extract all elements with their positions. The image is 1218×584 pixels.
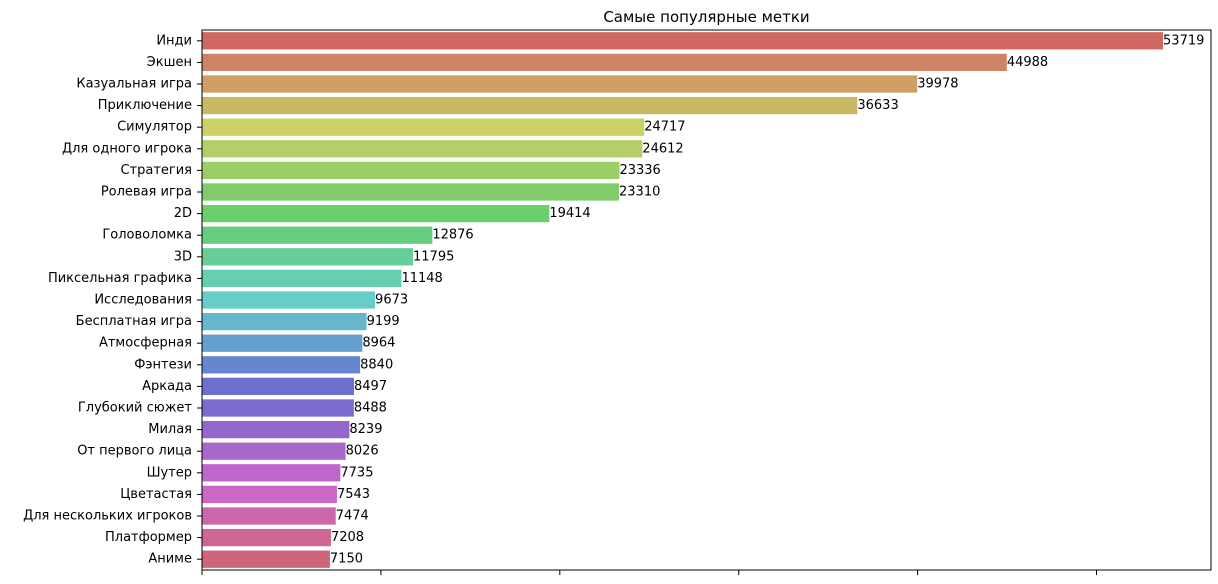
bar: [202, 96, 858, 115]
chart-title: Самые популярные метки: [603, 8, 809, 26]
category-label: 2D: [174, 206, 192, 221]
category-label: Для нескольких игроков: [23, 509, 192, 524]
value-label: 36633: [857, 98, 898, 113]
bar: [202, 183, 620, 201]
bar: [202, 248, 414, 266]
bar: [202, 550, 330, 568]
category-label: Для одного игрока: [62, 141, 192, 156]
value-label: 7150: [330, 552, 363, 567]
value-label: 12876: [432, 228, 473, 243]
bar: [202, 226, 433, 244]
category-label: Пиксельная графика: [48, 271, 192, 286]
value-label: 9673: [375, 293, 408, 308]
bar: [202, 204, 550, 223]
bar: [202, 32, 1164, 50]
category-label: Симулятор: [117, 120, 192, 135]
value-label: 24612: [642, 141, 683, 156]
value-label: 8026: [346, 444, 379, 459]
category-label: Платформер: [105, 530, 192, 545]
value-label: 8239: [349, 422, 382, 437]
value-labels: 53719 44988 39978 36633 24717 24612 23336 23310…: [330, 33, 1204, 566]
bar: [202, 377, 355, 396]
plot-frame: [201, 29, 1212, 571]
value-label: 11795: [413, 249, 454, 264]
category-label: Стратегия: [120, 163, 192, 178]
bar: [202, 399, 354, 417]
bar: [202, 118, 645, 136]
value-label: 7735: [340, 465, 373, 480]
category-label: Шутер: [147, 465, 192, 480]
bar: [202, 269, 402, 288]
category-label: 3D: [174, 249, 192, 264]
category-label: Казуальная игра: [76, 77, 192, 92]
category-label: Бесплатная игра: [76, 314, 192, 329]
category-label: Милая: [148, 422, 192, 437]
bar: [202, 161, 620, 180]
bar: [202, 420, 350, 439]
bar: [202, 356, 361, 374]
category-label: Приключение: [98, 98, 192, 113]
bar: [202, 507, 336, 525]
value-label: 8497: [354, 379, 387, 394]
bar: [202, 312, 367, 331]
bar: [202, 334, 363, 352]
category-label: Глубокий сюжет: [78, 401, 193, 416]
value-label: 8840: [360, 357, 393, 372]
value-label: 23310: [619, 185, 660, 200]
bar: [202, 291, 376, 309]
category-label: Атмосферная: [99, 336, 192, 351]
category-labels: Инди Экшен Казуальная игра Приключение Симул…: [23, 33, 202, 567]
value-label: 23336: [619, 163, 660, 178]
category-label: От первого лица: [77, 444, 192, 459]
bar: [202, 140, 643, 158]
axes-frame: [201, 29, 1212, 571]
bar: [202, 485, 337, 504]
bar: [202, 75, 918, 93]
bars-layer: [202, 32, 1164, 568]
bar: [202, 528, 331, 547]
category-label: Аниме: [148, 552, 192, 567]
value-label: 9199: [367, 314, 400, 329]
category-label: Фэнтези: [134, 357, 192, 372]
value-label: 7474: [336, 509, 369, 524]
value-label: 24717: [644, 120, 685, 135]
category-label: Цветастая: [120, 487, 192, 502]
bar: [202, 53, 1007, 72]
bar: [202, 464, 341, 482]
value-label: 44988: [1007, 55, 1048, 70]
category-label: Ролевая игра: [101, 185, 192, 200]
x-axis-ticks: [201, 570, 1098, 575]
category-label: Исследования: [94, 293, 192, 308]
value-label: 53719: [1163, 33, 1204, 48]
value-label: 8488: [354, 401, 387, 416]
category-label: Аркада: [142, 379, 192, 394]
category-label: Головоломка: [102, 228, 192, 243]
value-label: 39978: [917, 77, 958, 92]
value-label: 19414: [549, 206, 590, 221]
value-label: 7208: [331, 530, 364, 545]
value-label: 7543: [337, 487, 370, 502]
bar: [202, 442, 346, 460]
category-label: Экшен: [147, 55, 192, 70]
value-label: 11148: [401, 271, 442, 286]
category-label: Инди: [156, 33, 192, 48]
value-label: 8964: [362, 336, 395, 351]
